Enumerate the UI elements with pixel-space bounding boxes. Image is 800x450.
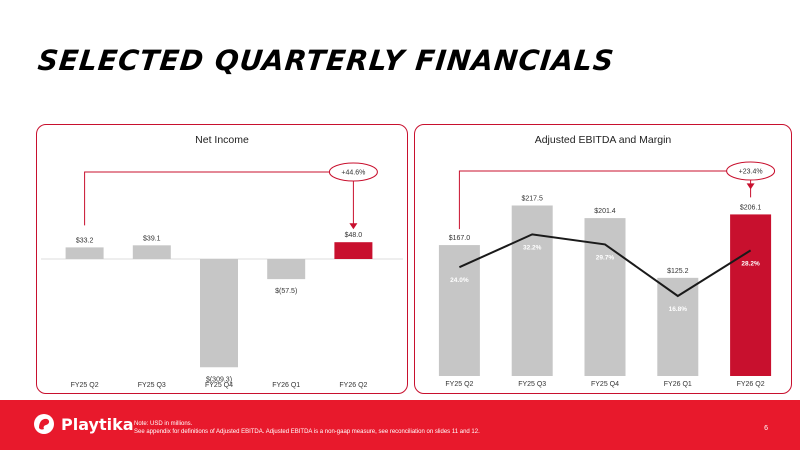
data-label: $48.0	[345, 232, 363, 239]
data-label: $39.1	[143, 235, 161, 242]
comparison-label: +23.4%	[739, 169, 763, 176]
margin-label: 32.2%	[523, 244, 542, 251]
data-label: $33.2	[76, 237, 94, 244]
data-label: $201.4	[594, 208, 616, 215]
margin-label: 29.7%	[596, 254, 615, 261]
page-number: 6	[764, 425, 768, 432]
tick-label: FY25 Q3	[518, 381, 546, 388]
margin-line	[458, 233, 752, 298]
bar	[267, 259, 306, 280]
bar	[132, 245, 171, 259]
data-label: $(57.5)	[275, 288, 297, 295]
footnote: Note: USD in millions. See appendix for …	[134, 420, 480, 436]
margin-label: 28.2%	[741, 260, 760, 267]
bar	[65, 247, 104, 259]
data-label: $125.2	[667, 268, 689, 275]
comparison-arrowhead	[349, 223, 358, 230]
data-label: $167.0	[449, 235, 471, 242]
comparison-badge	[726, 161, 776, 181]
tick-label: FY25 Q2	[71, 382, 99, 389]
bar	[438, 245, 480, 376]
tick-label: FY26 Q1	[664, 381, 692, 388]
footnote-line-1: Note: USD in millions.	[134, 421, 193, 427]
footnote-line-2: See appendix for definitions of Adjusted…	[134, 429, 480, 435]
comparison-arrowhead	[746, 183, 755, 190]
adjusted-ebitda-panel: Adjusted EBITDA and Margin $167.0 FY25 Q2…	[414, 124, 792, 394]
adjusted-ebitda-chart: $167.0 FY25 Q2 $217.5 FY25 Q3 $201.4 FY25 Q4 $…	[438, 161, 776, 388]
comparison-connector	[84, 171, 354, 226]
bar	[657, 277, 699, 376]
tick-label: FY25 Q3	[138, 382, 166, 389]
bar	[511, 205, 553, 376]
tick-label: FY26 Q2	[737, 381, 765, 388]
bar	[334, 242, 373, 259]
bar	[730, 214, 772, 376]
data-label: $(309.3)	[206, 376, 232, 383]
adjusted-ebitda-chart-title: Adjusted EBITDA and Margin	[534, 134, 672, 146]
brand-name: Playtika	[61, 414, 134, 434]
tick-label: FY26 Q1	[272, 382, 300, 389]
data-label: $217.5	[521, 195, 543, 202]
comparison-badge	[328, 162, 378, 182]
net-income-chart-title: Net Income	[195, 134, 249, 146]
tick-label: FY25 Q4	[591, 381, 619, 388]
comparison-label: +44.6%	[341, 170, 365, 177]
net-income-panel: Net Income $33.2 FY25 Q2 $39.1 FY25 Q3 $(309…	[36, 124, 408, 394]
margin-label: 16.8%	[669, 306, 688, 313]
data-label: $206.1	[740, 204, 762, 211]
page-title: SELECTED QUARTERLY FINANCIALS	[36, 44, 617, 77]
bar	[200, 259, 238, 368]
tick-label: FY25 Q4	[205, 382, 233, 389]
margin-label: 24.0%	[450, 277, 469, 284]
playtika-logo-icon	[34, 414, 54, 434]
tick-label: FY26 Q2	[339, 382, 367, 389]
playtika-logo: Playtika	[33, 413, 134, 435]
tick-label: FY25 Q2	[445, 381, 473, 388]
net-income-chart: $33.2 FY25 Q2 $39.1 FY25 Q3 $(309.3)FY25 Q4 $…	[41, 162, 403, 389]
footer-bar: Playtika Note: USD in millions. See appe…	[0, 400, 800, 450]
